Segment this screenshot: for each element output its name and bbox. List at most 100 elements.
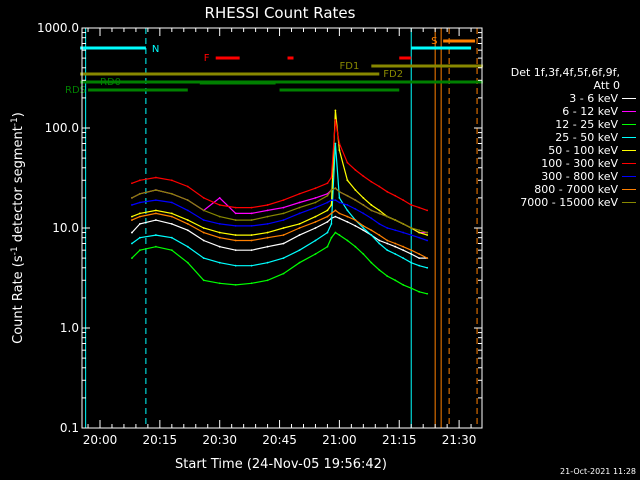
series-point (154, 176, 157, 179)
series-point (378, 185, 381, 188)
series-line (131, 209, 428, 259)
series-point (298, 212, 301, 215)
series-point (410, 253, 413, 255)
series-point (338, 234, 341, 236)
series-point (378, 234, 381, 236)
series-line (131, 231, 428, 295)
series-point (266, 222, 269, 225)
legend-header-detectors: Det 1f,3f,4f,5f,6f,9f, (510, 66, 620, 79)
series-point (131, 204, 133, 206)
series-point (234, 283, 237, 286)
series-point (298, 206, 301, 209)
x-tick-label: 21:15 (382, 433, 417, 447)
series-point (370, 229, 373, 232)
series-point (334, 199, 337, 202)
series-point (314, 253, 317, 255)
series-point (338, 201, 341, 204)
series-point (330, 189, 333, 191)
series-point (250, 264, 253, 267)
legend-entry: 25 - 50 keV (484, 131, 636, 144)
series-point (426, 209, 429, 212)
legend-entry-swatch (622, 124, 636, 125)
series-point (139, 212, 141, 215)
series-point (394, 245, 397, 248)
series-point (314, 221, 317, 223)
series-point (202, 257, 205, 260)
series-point (234, 234, 237, 236)
axes: 1000.0 100.0 10.0 1.0 0.1 20:00 20:15 20:30 20:4… (37, 21, 483, 447)
series-point (326, 231, 329, 234)
legend-entry: 300 - 800 keV (484, 170, 636, 183)
footer-timestamp: 21-Oct-2021 11:28 (560, 467, 636, 476)
legend-entry: 100 - 300 keV (484, 157, 636, 170)
series-point (218, 245, 221, 248)
series-point (410, 204, 413, 206)
series-point (139, 215, 141, 218)
series-point (218, 215, 221, 218)
series-point (354, 208, 357, 210)
legend-entry-label: 25 - 50 keV (555, 131, 618, 144)
series-point (154, 212, 157, 215)
series-point (298, 192, 301, 195)
series-point (218, 261, 221, 264)
series-point (354, 224, 357, 227)
series-point (402, 199, 405, 202)
series-point (250, 206, 253, 209)
series-point (186, 245, 189, 248)
series-point (334, 231, 337, 234)
series-point (346, 209, 349, 212)
series-point (418, 264, 421, 267)
series-point (410, 287, 413, 290)
series-point (218, 282, 221, 285)
series-point (394, 229, 397, 232)
legend-entry-label: 300 - 800 keV (541, 170, 618, 183)
series-point (326, 221, 329, 223)
legend-entry: 800 - 7000 keV (484, 183, 636, 196)
series-point (250, 212, 253, 215)
series-point (234, 264, 237, 267)
flag-label-f: F (204, 53, 210, 64)
series-line (131, 187, 428, 234)
x-tick-label: 21:00 (322, 433, 357, 447)
series-point (346, 204, 349, 206)
series-point (314, 227, 317, 229)
series-point (418, 253, 421, 255)
series-point (418, 231, 421, 234)
series-point (266, 245, 269, 248)
series-point (418, 229, 421, 232)
series-point (314, 201, 317, 204)
series-point (282, 272, 285, 275)
series-point (402, 257, 405, 260)
series-point (154, 209, 157, 212)
series-point (418, 290, 421, 293)
series-point (386, 215, 389, 218)
series-point (202, 227, 205, 229)
series-point (378, 222, 381, 225)
series-point (218, 196, 221, 199)
plot-area (131, 109, 429, 295)
series-point (326, 194, 329, 197)
series-point (250, 239, 253, 242)
flag-label-fd2: FD2 (383, 69, 403, 80)
series-point (282, 206, 285, 209)
series-point (370, 209, 373, 212)
series-point (402, 249, 405, 252)
series-point (334, 119, 337, 121)
legend-entries: 3 - 6 keV 6 - 12 keV 12 - 25 keV 25 - 50 ke… (484, 92, 636, 209)
x-tick-label: 20:00 (83, 433, 118, 447)
series-point (354, 245, 357, 248)
x-tick-label: 20:15 (143, 433, 178, 447)
series-point (154, 199, 157, 202)
series-point (139, 192, 141, 195)
series-point (378, 209, 381, 212)
series-point (266, 279, 269, 282)
series-point (170, 249, 173, 252)
series-point (334, 215, 337, 218)
series-point (170, 236, 173, 239)
series-point (338, 149, 341, 152)
series-point (202, 219, 205, 221)
series-point (330, 212, 333, 215)
series-point (154, 245, 157, 248)
series-point (426, 266, 429, 269)
